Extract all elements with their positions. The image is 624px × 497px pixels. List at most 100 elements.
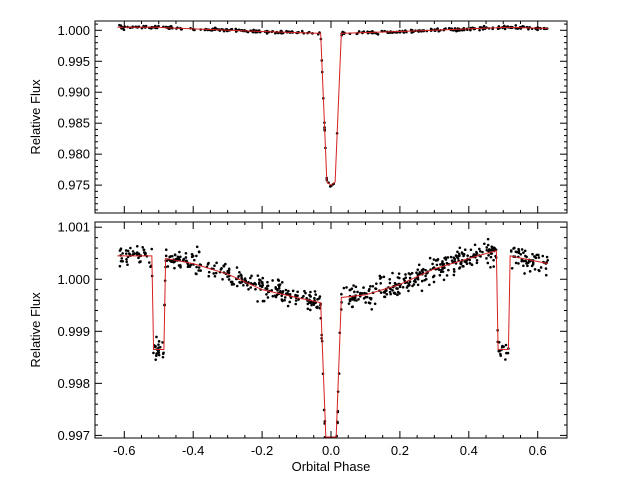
bottom-data-point xyxy=(316,298,319,301)
x-tick-label: -0.2 xyxy=(251,443,273,458)
bottom-data-point xyxy=(215,261,218,265)
bottom-data-point xyxy=(396,290,400,294)
bottom-data-point xyxy=(486,261,490,265)
top-data-point xyxy=(436,27,439,30)
x-tick-label: 0.6 xyxy=(529,443,547,458)
bottom-data-point xyxy=(271,294,275,298)
bottom-data-point xyxy=(308,301,312,304)
bottom-data-point xyxy=(375,282,378,285)
top-y-tick-label: 1.000 xyxy=(57,23,90,38)
bottom-panel: -0.6 -0.4 -0.2 0.0 0.2 0.4 0.6 0.997 0.998 0.999 1… xyxy=(28,220,568,474)
bottom-data-point xyxy=(348,299,352,303)
bottom-data-point xyxy=(432,280,436,284)
bottom-data-point xyxy=(197,269,200,272)
bottom-data-point xyxy=(197,266,201,269)
bottom-data-point xyxy=(294,293,297,297)
bottom-data-point xyxy=(383,291,387,294)
bottom-data-point xyxy=(489,265,492,269)
bottom-data-point xyxy=(398,276,401,280)
bottom-data-point xyxy=(194,272,198,275)
bottom-data-point xyxy=(271,279,274,282)
top-data-point xyxy=(376,33,380,36)
bottom-data-point xyxy=(489,255,493,259)
bottom-data-point xyxy=(452,273,456,277)
bottom-data-point xyxy=(510,266,514,270)
bottom-data-point xyxy=(458,266,462,269)
bottom-data-point xyxy=(514,250,518,254)
bottom-data-point xyxy=(357,298,360,301)
bottom-data-point xyxy=(522,264,525,268)
bottom-data-point xyxy=(493,247,497,250)
bottom-data-point xyxy=(450,259,454,262)
bottom-data-point xyxy=(483,242,486,246)
bottom-data-point xyxy=(398,285,402,289)
bottom-data-point xyxy=(184,256,188,259)
bottom-data-point xyxy=(273,294,277,298)
bottom-data-point xyxy=(544,267,548,270)
bottom-data-point xyxy=(310,303,313,307)
bottom-data-point xyxy=(254,283,258,286)
bottom-data-point xyxy=(242,284,245,287)
bottom-data-point xyxy=(155,335,158,339)
bottom-data-point xyxy=(350,298,354,301)
bottom-data-point xyxy=(388,290,392,294)
bottom-data-point xyxy=(238,280,241,284)
bottom-data-point xyxy=(487,253,490,257)
bottom-data-point xyxy=(214,271,218,275)
bottom-data-point xyxy=(436,258,439,262)
bottom-data-point xyxy=(353,290,356,294)
bottom-data-point xyxy=(379,282,383,285)
bottom-data-point xyxy=(131,250,135,253)
bottom-data-point xyxy=(473,243,477,247)
bottom-data-point xyxy=(176,255,180,259)
bottom-data-point xyxy=(340,292,343,296)
bottom-data-point xyxy=(363,291,366,295)
bottom-data-point xyxy=(318,295,322,298)
bottom-data-point xyxy=(368,301,372,305)
bottom-data-point xyxy=(407,282,411,286)
top-data-point xyxy=(122,28,126,32)
bottom-data-point xyxy=(164,248,168,252)
bottom-data-point xyxy=(475,252,479,255)
top-y-tick-label: 0.980 xyxy=(57,147,90,162)
bottom-data-point xyxy=(161,341,164,344)
bottom-data-point xyxy=(391,271,394,275)
bottom-data-point xyxy=(497,340,501,344)
bottom-data-point xyxy=(523,249,527,253)
bottom-data-point xyxy=(258,278,261,281)
bottom-data-point xyxy=(219,268,223,271)
bottom-data-point xyxy=(514,261,518,265)
bottom-data-point xyxy=(504,343,508,347)
bottom-data-point xyxy=(490,252,494,255)
bottom-data-point xyxy=(124,252,128,255)
bottom-data-point xyxy=(404,273,407,276)
bottom-data-point xyxy=(378,274,382,278)
bottom-data-point xyxy=(535,253,539,257)
bottom-data-point xyxy=(195,265,198,269)
bottom-data-point xyxy=(135,251,139,254)
bottom-data-point xyxy=(120,257,124,260)
bottom-data-point xyxy=(226,269,229,273)
x-tick-label: 0.0 xyxy=(322,443,340,458)
bottom-data-point xyxy=(396,293,399,297)
bottom-data-point xyxy=(281,299,284,303)
bottom-data-point xyxy=(470,263,474,267)
top-y-tick-label: 0.985 xyxy=(57,116,90,131)
bottom-data-point xyxy=(235,266,239,269)
bottom-data-point xyxy=(137,256,140,260)
bottom-data-point xyxy=(170,254,174,258)
top-y-tick-label: 0.995 xyxy=(57,54,90,69)
bottom-data-point xyxy=(417,263,421,267)
top-data-point xyxy=(503,27,507,31)
bottom-data-point xyxy=(284,288,288,292)
bottom-data-point xyxy=(509,250,513,253)
bottom-data-point xyxy=(463,248,467,251)
bottom-data-point xyxy=(213,264,216,268)
bottom-data-point xyxy=(369,285,372,288)
bottom-data-point xyxy=(121,252,124,255)
bottom-data-point xyxy=(184,251,188,255)
bottom-data-point xyxy=(138,260,141,264)
bottom-data-point xyxy=(362,286,365,289)
bottom-data-point xyxy=(462,254,465,258)
bottom-data-point xyxy=(296,290,299,294)
